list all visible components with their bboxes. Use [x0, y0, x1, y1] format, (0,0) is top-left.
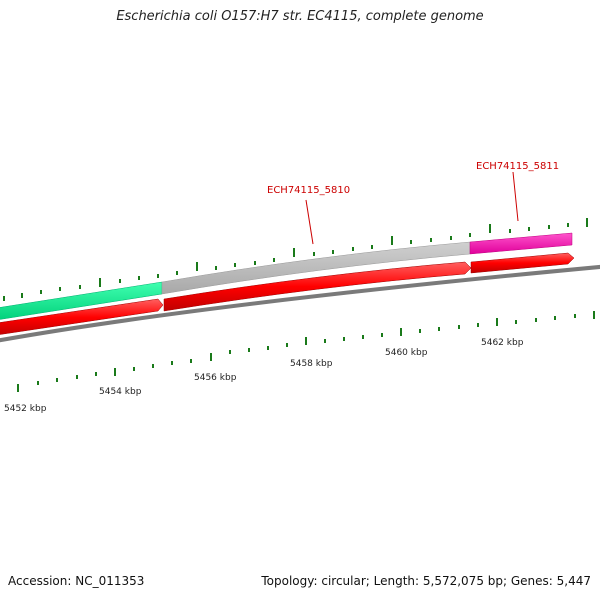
gene-reverse-arrow-3[interactable] [470, 252, 575, 274]
genome-summary-text: Topology: circular; Length: 5,572,075 bp… [261, 574, 591, 588]
gene-5810-leader-line [305, 199, 314, 245]
gene-reverse-arrow-1[interactable] [0, 298, 164, 336]
scale-label-5452: 5452 kbp [4, 404, 47, 414]
scale-label-5462: 5462 kbp [481, 338, 524, 348]
scale-label-5454: 5454 kbp [99, 387, 142, 397]
scale-label-5456: 5456 kbp [194, 373, 237, 383]
accession-text: Accession: NC_011353 [8, 574, 145, 588]
gene-label-5810[interactable]: ECH74115_5810 [267, 185, 350, 196]
genome-title: Escherichia coli O157:H7 str. EC4115, co… [116, 9, 484, 24]
genome-backbone [0, 264, 600, 343]
scale-label-5458: 5458 kbp [290, 359, 333, 369]
inner-tick-row [17, 311, 595, 392]
gene-ECH74115-5811-pink[interactable] [469, 232, 573, 255]
scale-label-5460: 5460 kbp [385, 348, 428, 358]
gene-label-5811[interactable]: ECH74115_5811 [476, 161, 559, 172]
gene-reverse-arrow-2[interactable] [163, 261, 472, 312]
outer-tick-row [3, 218, 588, 301]
gene-5811-leader-line [512, 171, 519, 222]
